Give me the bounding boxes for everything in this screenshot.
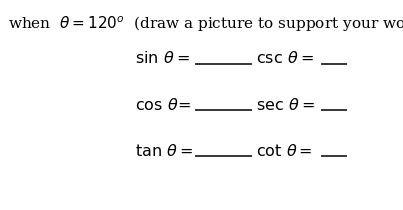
Text: $\sec\,\theta =$: $\sec\,\theta =$ <box>256 97 315 113</box>
Text: $\sin\,\theta =$: $\sin\,\theta =$ <box>135 50 190 67</box>
Text: $\cot\,\theta =$: $\cot\,\theta =$ <box>256 143 313 160</box>
Text: $\tan\,\theta =$: $\tan\,\theta =$ <box>135 143 193 160</box>
Text: $\csc\,\theta =$: $\csc\,\theta =$ <box>256 50 314 67</box>
Text: $\cos\,\theta\!=$: $\cos\,\theta\!=$ <box>135 97 191 113</box>
Text: when  $\theta = 120^{o}$  (draw a picture to support your work).: when $\theta = 120^{o}$ (draw a picture … <box>8 15 403 34</box>
